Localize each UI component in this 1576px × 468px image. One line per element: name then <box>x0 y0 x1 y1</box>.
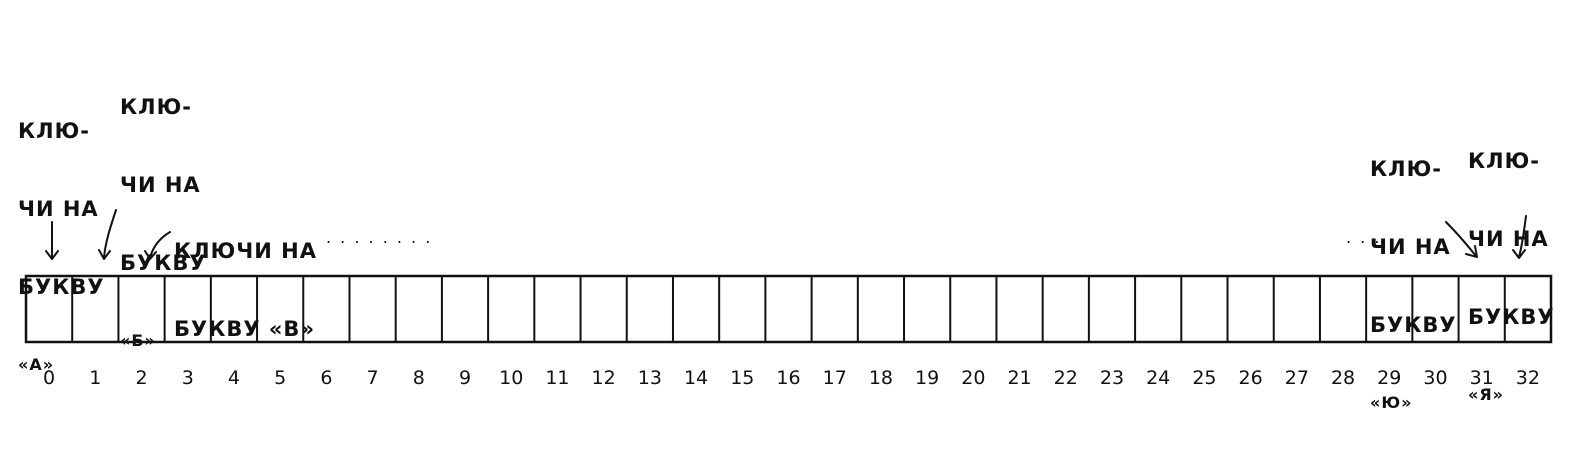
array-outline <box>24 274 1553 344</box>
annotation-ya-line-4: «Я» <box>1468 385 1504 404</box>
array-index-label: 21 <box>1007 367 1031 389</box>
hash-table-diagram: КЛЮ- ЧИ НА БУКВУ «А» КЛЮ- ЧИ НА БУКВУ «Б… <box>18 42 1554 412</box>
array-index-label: 10 <box>499 367 523 389</box>
array-index-label: 30 <box>1423 367 1447 389</box>
array-index-label: 18 <box>869 367 893 389</box>
array-index-label: 28 <box>1331 367 1355 389</box>
array-index-label: 7 <box>367 367 379 389</box>
annotation-yu-line-4: «Ю» <box>1370 393 1413 412</box>
array-index-label: 2 <box>135 367 147 389</box>
annotation-ya: КЛЮ- ЧИ НА БУКВУ «Я» <box>1468 96 1555 460</box>
array-index-label: 25 <box>1192 367 1216 389</box>
annotation-b: КЛЮ- ЧИ НА БУКВУ «Б» <box>120 42 207 406</box>
array-index-label: 19 <box>915 367 939 389</box>
array-index-label: 0 <box>43 367 55 389</box>
annotation-yu-line-1: КЛЮ- <box>1370 157 1442 181</box>
array-index-label: 3 <box>182 367 194 389</box>
annotation-ya-line-3: БУКВУ <box>1468 305 1555 329</box>
annotation-v-line-1: КЛЮЧИ НА <box>174 239 317 263</box>
array-svg: 0 1 2 3 4 5 6 7 8 9 10 11 12 13 14 15 16 17 18 19 20 21 22 23 24… <box>24 209 1553 389</box>
array-index-label: 31 <box>1470 367 1494 389</box>
arrow-to-bucket-2 <box>144 231 171 260</box>
ellipsis-left: . . . . . . . . <box>326 228 433 247</box>
annotation-b-line-4: «Б» <box>120 331 156 350</box>
annotation-yu-line-2: ЧИ НА <box>1370 235 1451 259</box>
arrow-to-bucket-32 <box>1512 215 1527 259</box>
annotation-a-line-4: «А» <box>18 355 55 374</box>
annotation-v-line-2: БУКВУ «В» <box>174 317 316 341</box>
array-index-label: 5 <box>274 367 286 389</box>
annotation-b-line-1: КЛЮ- <box>120 95 192 119</box>
array-cells <box>24 274 1553 344</box>
array-index-label: 13 <box>638 367 662 389</box>
array-index-label: 20 <box>961 367 985 389</box>
array-index-label: 1 <box>89 367 101 389</box>
annotation-a-line-3: БУКВУ <box>18 275 105 299</box>
array-index-label: 9 <box>459 367 471 389</box>
arrow-to-bucket-0 <box>45 221 59 260</box>
pointer-arrows <box>45 209 1527 260</box>
array-index-label: 8 <box>413 367 425 389</box>
array-index-label: 16 <box>776 367 800 389</box>
array-index-label: 6 <box>320 367 332 389</box>
array-index-label: 26 <box>1239 367 1263 389</box>
array-indices: 0 1 2 3 4 5 6 7 8 9 10 11 12 13 14 15 16 17 18 19 20 21 22 23 24… <box>43 367 1540 389</box>
array-index-label: 24 <box>1146 367 1170 389</box>
ellipsis-right: . . . . <box>1346 228 1396 247</box>
array-index-label: 32 <box>1516 367 1540 389</box>
annotation-b-line-3: БУКВУ <box>120 251 207 275</box>
array-index-label: 12 <box>592 367 616 389</box>
array-index-label: 4 <box>228 367 240 389</box>
arrow-to-bucket-31 <box>1445 221 1478 258</box>
annotation-b-line-2: ЧИ НА <box>120 173 201 197</box>
array-index-label: 22 <box>1054 367 1078 389</box>
annotation-ya-line-2: ЧИ НА <box>1468 227 1549 251</box>
array-index-label: 14 <box>684 367 708 389</box>
annotation-a: КЛЮ- ЧИ НА БУКВУ «А» <box>18 66 105 430</box>
array-index-label: 17 <box>823 367 847 389</box>
annotation-a-line-2: ЧИ НА <box>18 197 99 221</box>
annotation-a-line-1: КЛЮ- <box>18 119 90 143</box>
array-index-label: 23 <box>1100 367 1124 389</box>
annotation-v: КЛЮЧИ НА БУКВУ «В» <box>174 186 317 394</box>
arrow-to-bucket-1 <box>98 209 117 260</box>
array-index-label: 11 <box>545 367 569 389</box>
annotation-ya-line-1: КЛЮ- <box>1468 149 1540 173</box>
array-index-label: 15 <box>730 367 754 389</box>
array-index-label: 27 <box>1285 367 1309 389</box>
array-index-label: 29 <box>1377 367 1401 389</box>
